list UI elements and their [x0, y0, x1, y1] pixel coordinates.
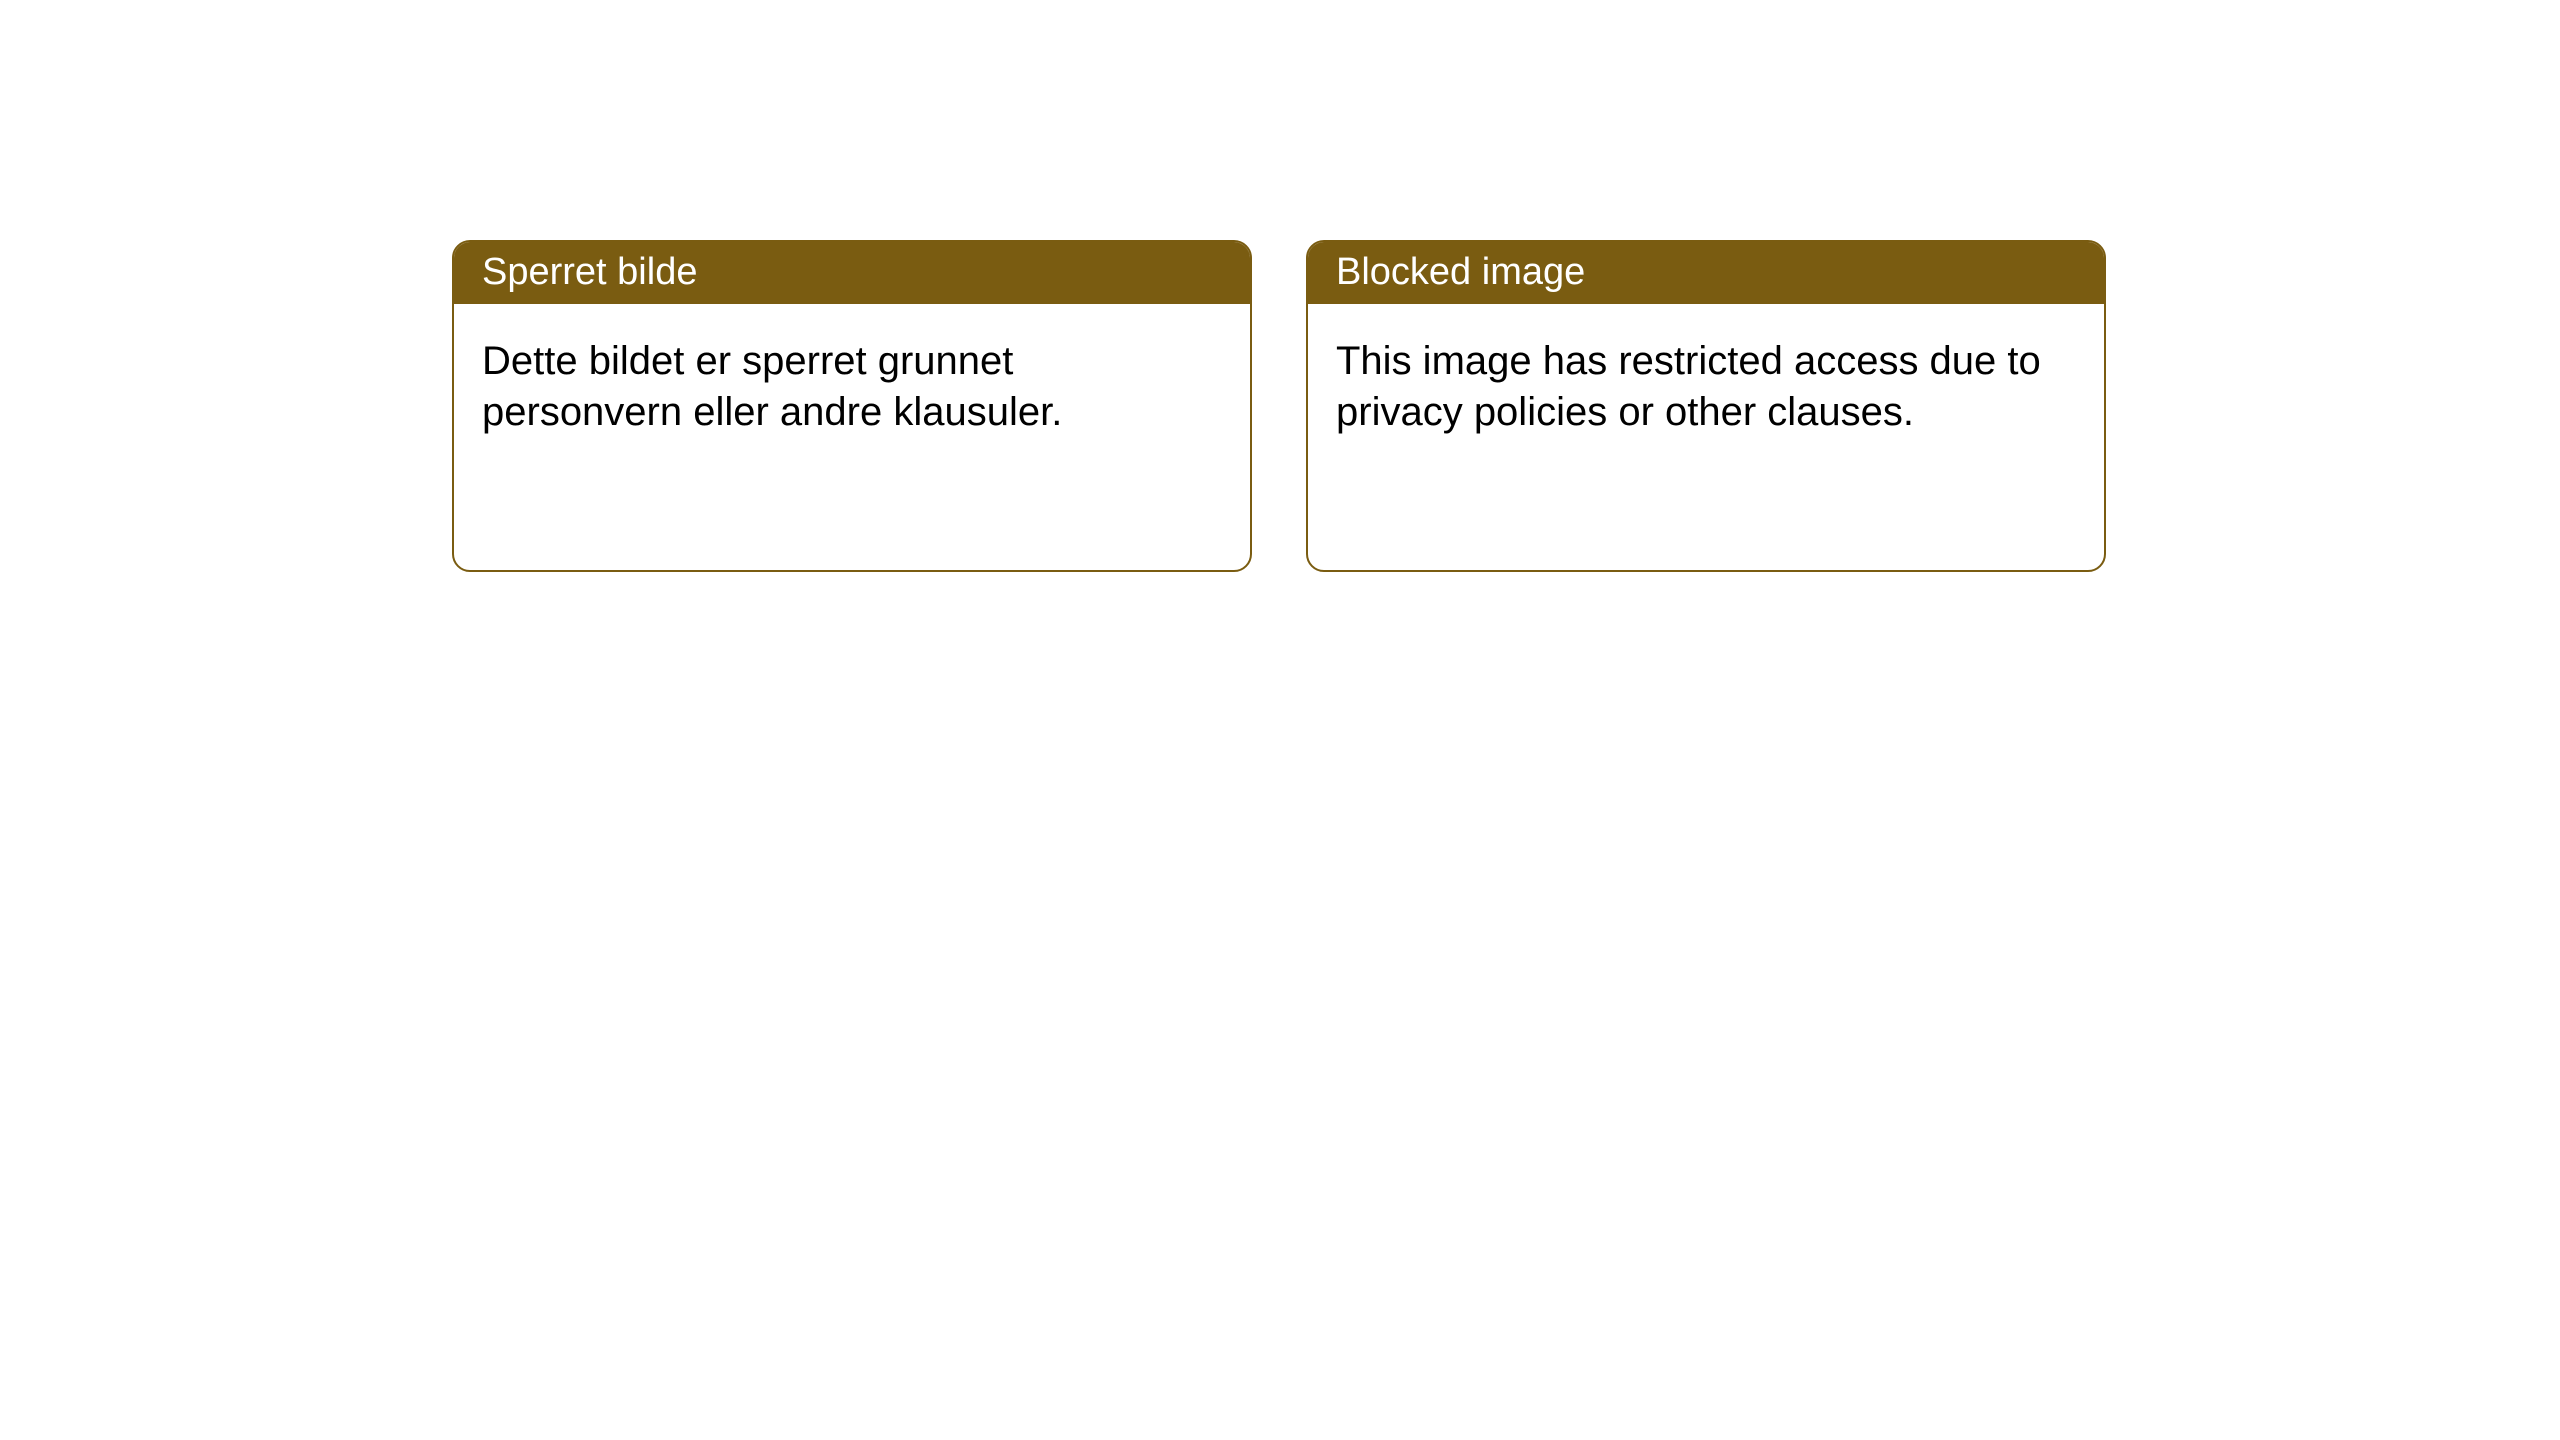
notice-card-norwegian: Sperret bilde Dette bildet er sperret gr…: [452, 240, 1252, 572]
notice-header: Sperret bilde: [454, 242, 1250, 304]
notice-title: Blocked image: [1336, 251, 1585, 293]
notice-card-english: Blocked image This image has restricted …: [1306, 240, 2106, 572]
notice-container: Sperret bilde Dette bildet er sperret gr…: [0, 0, 2560, 572]
notice-body: This image has restricted access due to …: [1308, 304, 2104, 470]
notice-text: Dette bildet er sperret grunnet personve…: [482, 339, 1062, 434]
notice-header: Blocked image: [1308, 242, 2104, 304]
notice-body: Dette bildet er sperret grunnet personve…: [454, 304, 1250, 470]
notice-text: This image has restricted access due to …: [1336, 339, 2041, 434]
notice-title: Sperret bilde: [482, 251, 697, 293]
